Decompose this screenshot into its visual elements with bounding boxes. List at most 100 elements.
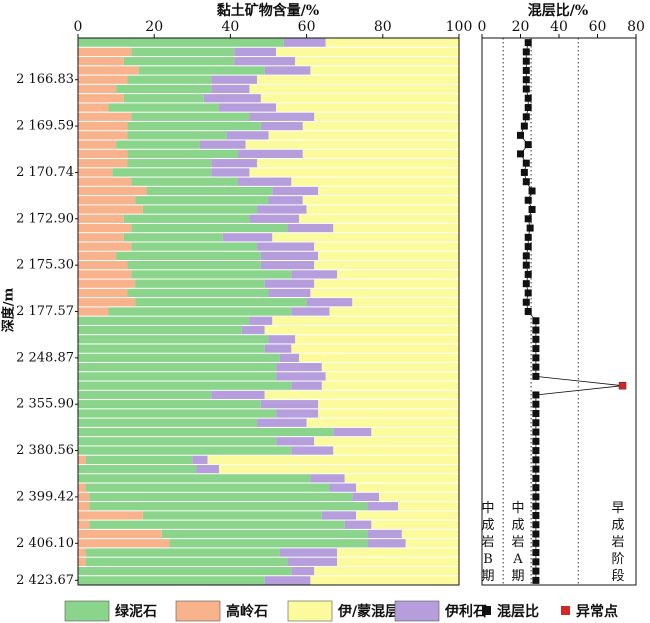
bar-segment <box>78 149 128 159</box>
bar-segment <box>291 177 459 186</box>
bar-segment <box>169 539 368 548</box>
bar-segment <box>123 94 204 103</box>
bar-segment <box>222 233 273 242</box>
bar-segment <box>78 502 90 511</box>
marker <box>532 511 540 519</box>
bar-segment <box>78 511 143 520</box>
y-tick-label: 2 172.90 <box>16 211 74 226</box>
bar-segment <box>234 57 296 66</box>
bar-segment <box>329 483 357 492</box>
bar-segment <box>314 437 459 446</box>
stage-char: 成 <box>511 518 524 533</box>
marker <box>522 113 530 121</box>
bar-segment <box>78 168 113 177</box>
bar-segment <box>291 446 334 455</box>
y-tick-label: 2 166.83 <box>16 72 74 87</box>
bar-segment <box>78 381 292 390</box>
bar-segment <box>78 400 261 409</box>
bar-segment <box>257 242 315 251</box>
bar-segment <box>142 205 258 214</box>
marker <box>524 233 532 241</box>
marker <box>524 308 532 315</box>
bar-segment <box>310 474 345 483</box>
bar-segment <box>249 84 459 94</box>
bar-segment <box>276 103 459 112</box>
bar-segment <box>78 483 86 492</box>
y-tick-label: 2 399.42 <box>16 489 74 504</box>
bar-segment <box>127 288 269 298</box>
y-tick-label: 2 423.67 <box>16 573 74 588</box>
bar-segment <box>135 279 265 288</box>
bar-segment <box>85 548 280 557</box>
bar-segment <box>268 131 459 140</box>
bar-segment <box>257 75 459 84</box>
marker <box>532 493 540 501</box>
bar-segment <box>306 418 459 427</box>
marker <box>532 409 540 417</box>
bar-segment <box>238 149 303 159</box>
bar-segment <box>268 196 303 205</box>
bar-segment <box>291 344 459 353</box>
bar-segment <box>78 566 292 576</box>
marker <box>532 530 540 538</box>
marker <box>532 576 540 584</box>
bar-segment <box>306 205 459 214</box>
bar-segment <box>78 520 90 529</box>
bar-segment <box>116 84 212 94</box>
legend-label: 混层比 <box>497 603 539 620</box>
marker <box>532 474 540 482</box>
bar-segment <box>78 112 132 121</box>
bar-segment <box>226 131 269 140</box>
bar-segment <box>131 47 235 57</box>
bar-segment <box>314 566 459 576</box>
bar-segment <box>127 121 261 131</box>
bar-segment <box>78 409 277 418</box>
bar-segment <box>291 270 338 279</box>
bar-segment <box>78 205 143 214</box>
x-tick-label: 100 <box>446 19 473 35</box>
marker <box>528 206 536 214</box>
bar-segment <box>276 372 326 381</box>
bar-segment <box>199 140 246 149</box>
bar-segment <box>279 548 338 557</box>
bar-segment <box>78 38 284 47</box>
bar-segment <box>78 344 265 353</box>
bar-segment <box>78 492 90 502</box>
bar-segment <box>78 47 132 57</box>
x-tick-label: 60 <box>298 19 316 35</box>
y-tick-label: 2 175.30 <box>16 258 74 273</box>
bar-segment <box>85 483 330 492</box>
marker <box>532 419 540 427</box>
bar-segment <box>78 57 124 66</box>
bar-segment <box>356 483 459 492</box>
marker <box>522 85 530 93</box>
bar-segment <box>127 149 239 159</box>
bar-segment <box>218 464 459 474</box>
bar-segment <box>295 335 459 344</box>
bar-segment <box>196 464 219 474</box>
bar-segment <box>264 66 311 75</box>
marker <box>524 141 532 149</box>
bar-segment <box>192 455 208 464</box>
bar-segment <box>211 159 258 168</box>
bar-segment <box>257 205 307 214</box>
bar-segment <box>337 557 459 566</box>
stage-char: B <box>483 552 493 567</box>
stage-char: 成 <box>611 518 624 533</box>
bar-segment <box>298 214 459 223</box>
marker <box>532 456 540 464</box>
bar-segment <box>78 121 128 131</box>
marker <box>522 66 530 74</box>
marker <box>532 437 540 445</box>
marker <box>520 168 528 176</box>
marker <box>522 48 530 56</box>
y-tick-label: 2 169.59 <box>16 119 74 134</box>
marker <box>524 270 532 278</box>
bar-segment <box>287 557 338 566</box>
stage-char: 期 <box>481 569 494 584</box>
bar-segment <box>211 390 265 400</box>
stage-char: 岩 <box>511 535 524 550</box>
bar-segment <box>211 84 250 94</box>
bar-segment <box>78 362 277 372</box>
bar-segment <box>333 427 372 437</box>
